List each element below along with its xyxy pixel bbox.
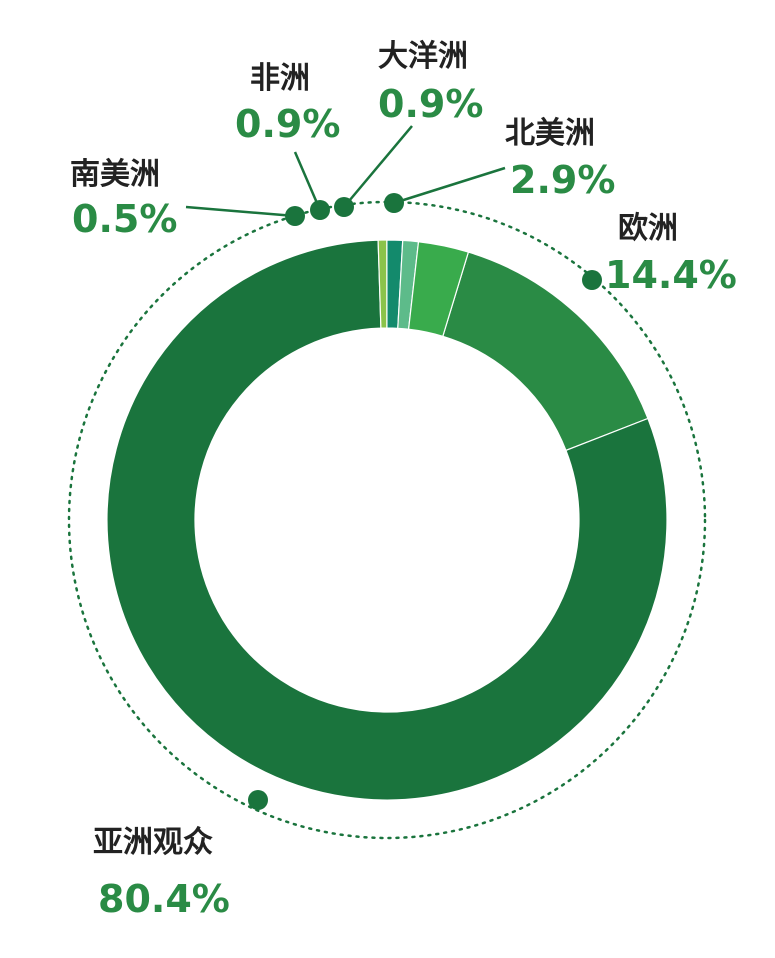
label-name-南美洲: 南美洲	[70, 157, 160, 192]
marker-dot-亚洲观众	[248, 790, 268, 810]
leader-line-北美洲	[393, 166, 506, 205]
label-value-南美洲: 0.5%	[72, 197, 177, 241]
label-name-欧洲: 欧洲	[618, 211, 678, 246]
marker-dot-大洋洲	[334, 197, 354, 217]
leader-line-大洋洲	[343, 125, 413, 208]
label-value-北美洲: 2.9%	[510, 158, 615, 202]
slice-亚洲观众	[106, 239, 668, 801]
label-name-亚洲观众: 亚洲观众	[93, 825, 213, 860]
marker-dot-北美洲	[384, 193, 404, 213]
label-value-欧洲: 14.4%	[605, 253, 737, 297]
label-name-大洋洲: 大洋洲	[378, 39, 468, 74]
label-name-非洲: 非洲	[250, 61, 310, 96]
marker-dot-欧洲	[582, 270, 602, 290]
label-value-大洋洲: 0.9%	[378, 82, 483, 126]
marker-dot-非洲	[310, 200, 330, 220]
marker-dot-南美洲	[285, 206, 305, 226]
label-name-北美洲: 北美洲	[505, 116, 595, 151]
slice-北美洲	[407, 241, 470, 338]
leader-line-南美洲	[185, 205, 296, 218]
label-value-亚洲观众: 80.4%	[98, 877, 230, 921]
label-value-非洲: 0.9%	[235, 102, 340, 146]
leader-line-非洲	[293, 151, 322, 211]
